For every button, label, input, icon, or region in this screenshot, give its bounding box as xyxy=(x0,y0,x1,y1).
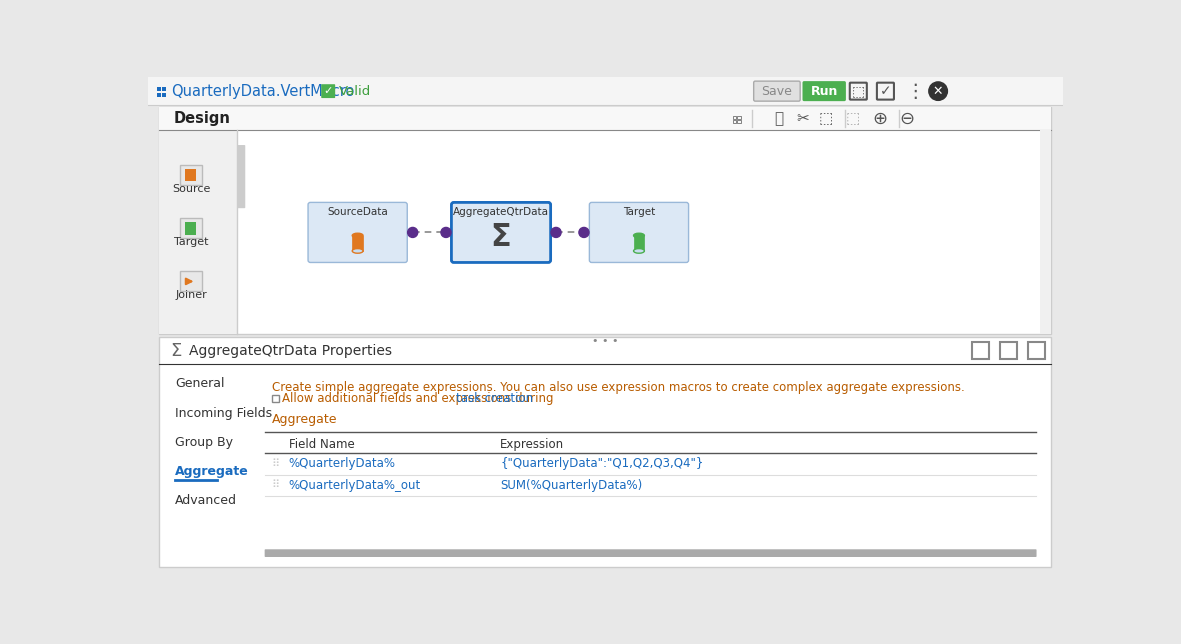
Text: ⠿: ⠿ xyxy=(272,459,280,469)
Text: Σ: Σ xyxy=(490,223,511,252)
Ellipse shape xyxy=(352,233,363,238)
Text: ⠿: ⠿ xyxy=(272,480,280,490)
Text: Source: Source xyxy=(172,184,210,194)
FancyBboxPatch shape xyxy=(272,395,279,402)
Text: ⬚: ⬚ xyxy=(846,111,860,126)
FancyBboxPatch shape xyxy=(633,236,645,251)
Text: Incoming Fields: Incoming Fields xyxy=(175,406,272,419)
FancyBboxPatch shape xyxy=(451,202,550,263)
Text: SUM(%QuarterlyData%): SUM(%QuarterlyData%) xyxy=(501,479,642,492)
Text: QuarterlyData.VertMacro: QuarterlyData.VertMacro xyxy=(171,84,354,99)
Text: Target: Target xyxy=(622,207,655,218)
Circle shape xyxy=(552,227,561,238)
Text: Expression: Expression xyxy=(501,438,565,451)
FancyBboxPatch shape xyxy=(308,202,407,263)
FancyBboxPatch shape xyxy=(352,236,363,251)
Text: Run: Run xyxy=(810,84,837,98)
Text: Aggregate: Aggregate xyxy=(272,413,337,426)
FancyBboxPatch shape xyxy=(148,77,1063,105)
Circle shape xyxy=(928,82,947,100)
Text: AggregateQtrData: AggregateQtrData xyxy=(454,207,549,218)
Circle shape xyxy=(441,227,451,238)
Text: ⊕: ⊕ xyxy=(873,110,888,128)
Text: Aggregate: Aggregate xyxy=(175,465,248,478)
Text: General: General xyxy=(175,377,224,390)
FancyBboxPatch shape xyxy=(265,549,1037,557)
Text: ✓: ✓ xyxy=(880,84,892,98)
Text: 🗑: 🗑 xyxy=(775,111,784,126)
Text: ⋮: ⋮ xyxy=(905,82,925,100)
Text: SourceData: SourceData xyxy=(327,207,389,218)
FancyBboxPatch shape xyxy=(589,202,689,263)
Text: Allow additional fields and expressions during: Allow additional fields and expressions … xyxy=(282,392,557,405)
Text: ✓: ✓ xyxy=(324,86,333,96)
Ellipse shape xyxy=(633,249,645,253)
FancyBboxPatch shape xyxy=(753,81,801,101)
Text: Create simple aggregate expressions. You can also use expression macros to creat: Create simple aggregate expressions. You… xyxy=(272,381,965,394)
Text: AggregateQtrData Properties: AggregateQtrData Properties xyxy=(189,344,392,357)
FancyBboxPatch shape xyxy=(237,145,246,208)
Text: ✕: ✕ xyxy=(933,84,944,98)
FancyBboxPatch shape xyxy=(1040,130,1051,334)
FancyBboxPatch shape xyxy=(159,108,1051,334)
FancyBboxPatch shape xyxy=(184,222,196,234)
Text: Advanced: Advanced xyxy=(175,495,236,507)
FancyBboxPatch shape xyxy=(157,88,161,91)
Circle shape xyxy=(579,227,589,238)
Text: task creation: task creation xyxy=(456,392,533,405)
FancyBboxPatch shape xyxy=(181,166,202,185)
FancyBboxPatch shape xyxy=(803,81,846,101)
Text: ⬚: ⬚ xyxy=(818,111,833,126)
FancyBboxPatch shape xyxy=(184,169,196,182)
Text: • • •: • • • xyxy=(592,336,619,346)
Text: ⬚: ⬚ xyxy=(852,84,864,98)
Text: Joiner: Joiner xyxy=(175,290,207,300)
FancyBboxPatch shape xyxy=(157,93,161,97)
Text: Target: Target xyxy=(174,237,208,247)
Text: {"QuarterlyData":"Q1,Q2,Q3,Q4"}: {"QuarterlyData":"Q1,Q2,Q3,Q4"} xyxy=(501,457,704,470)
Text: Σ: Σ xyxy=(170,341,182,359)
Text: Group By: Group By xyxy=(175,436,233,449)
Text: Field Name: Field Name xyxy=(288,438,354,451)
Text: ⊖: ⊖ xyxy=(900,110,915,128)
FancyBboxPatch shape xyxy=(321,84,335,98)
FancyBboxPatch shape xyxy=(162,93,167,97)
Circle shape xyxy=(407,227,418,238)
FancyBboxPatch shape xyxy=(159,130,236,334)
Text: Valid: Valid xyxy=(339,84,371,98)
Ellipse shape xyxy=(633,233,645,238)
FancyBboxPatch shape xyxy=(181,218,202,238)
Text: ✂: ✂ xyxy=(796,111,809,126)
Ellipse shape xyxy=(352,249,363,253)
Text: %QuarterlyData%_out: %QuarterlyData%_out xyxy=(288,479,420,492)
FancyBboxPatch shape xyxy=(159,108,1051,130)
Text: Save: Save xyxy=(762,84,792,98)
FancyBboxPatch shape xyxy=(162,88,167,91)
FancyBboxPatch shape xyxy=(181,271,202,292)
Text: Design: Design xyxy=(174,111,230,126)
FancyBboxPatch shape xyxy=(159,337,1051,567)
Text: %QuarterlyData%: %QuarterlyData% xyxy=(288,457,396,470)
